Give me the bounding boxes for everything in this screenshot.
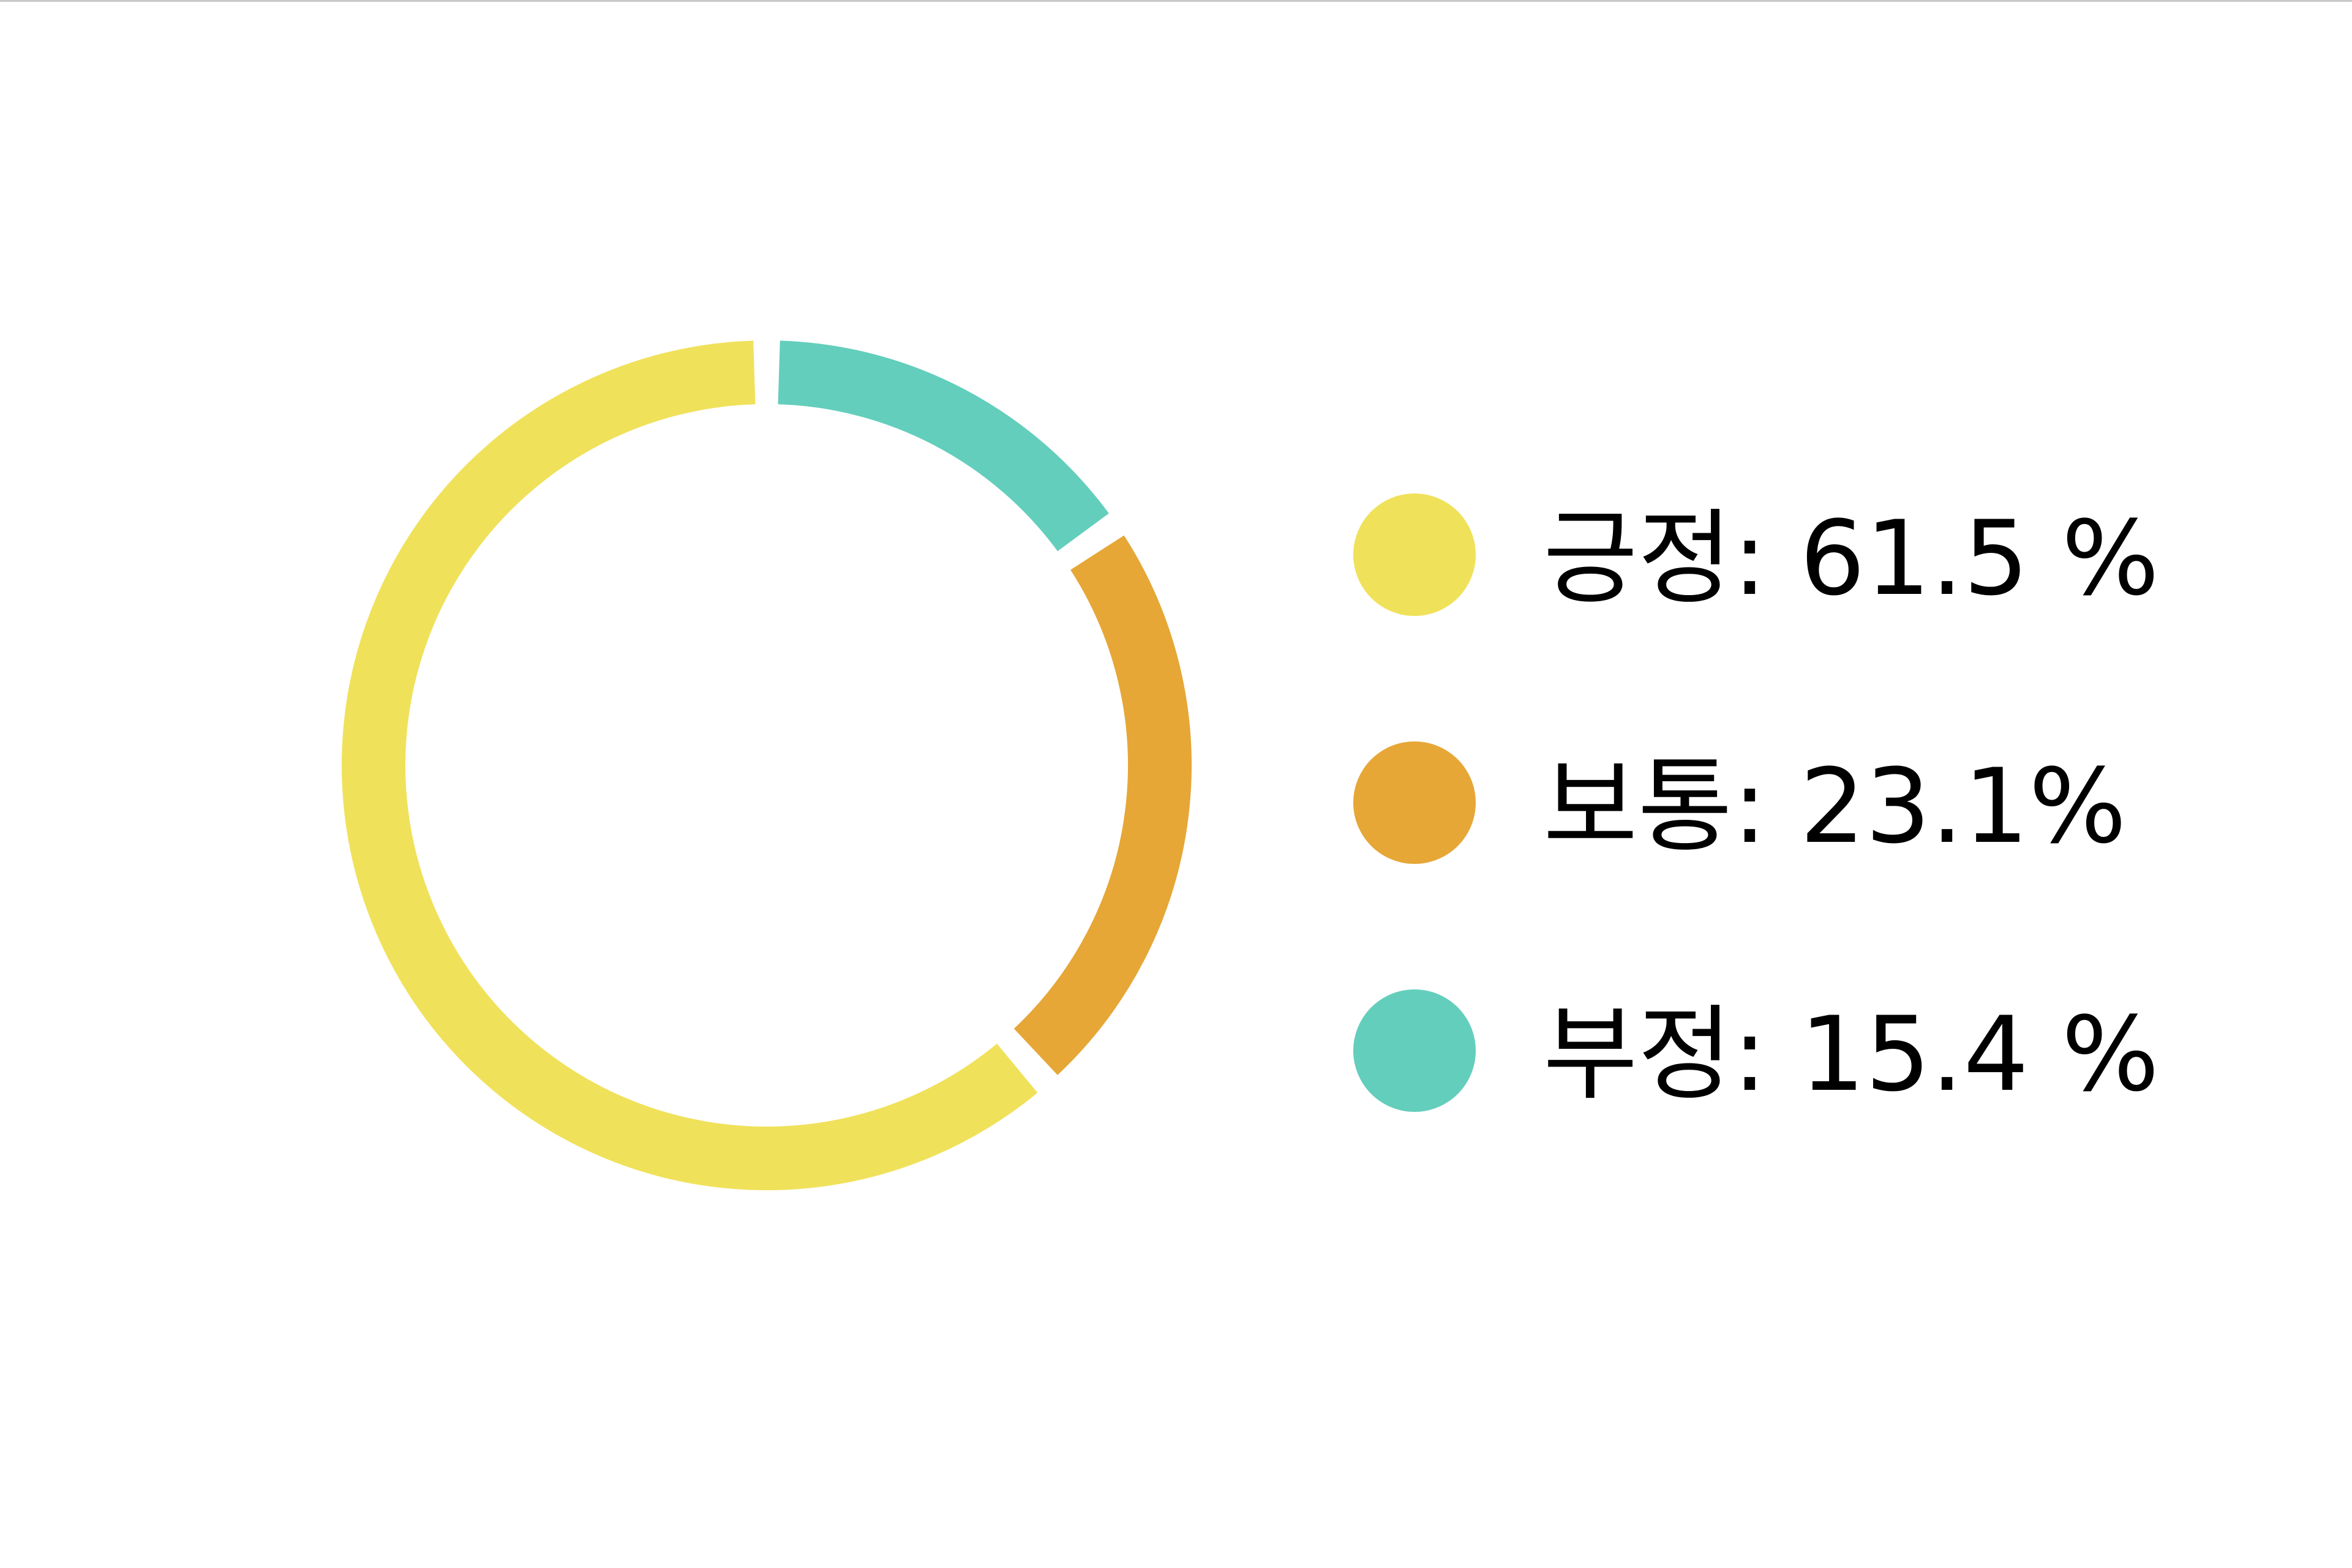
legend-swatch-neutral: [1353, 741, 1476, 864]
legend-swatch-negative: [1353, 989, 1476, 1112]
slice-negative: [778, 340, 1109, 552]
legend-label-negative: 부정: 15.4 %: [1543, 994, 2160, 1114]
slice-positive: [342, 340, 1038, 1190]
legend-label-neutral: 보통: 23.1%: [1543, 746, 2127, 866]
slice-neutral: [1013, 535, 1192, 1075]
legend-label-positive: 긍정: 61.5 %: [1543, 498, 2160, 618]
legend-item-negative: 부정: 15.4 %: [1353, 989, 2211, 1112]
chart-legend: 긍정: 61.5 % 보통: 23.1% 부정: 15.4 %: [1353, 493, 2211, 1118]
legend-item-positive: 긍정: 61.5 %: [1353, 493, 2211, 616]
legend-swatch-positive: [1353, 493, 1476, 616]
legend-item-neutral: 보통: 23.1%: [1353, 741, 2211, 864]
top-divider: [0, 0, 2352, 2]
